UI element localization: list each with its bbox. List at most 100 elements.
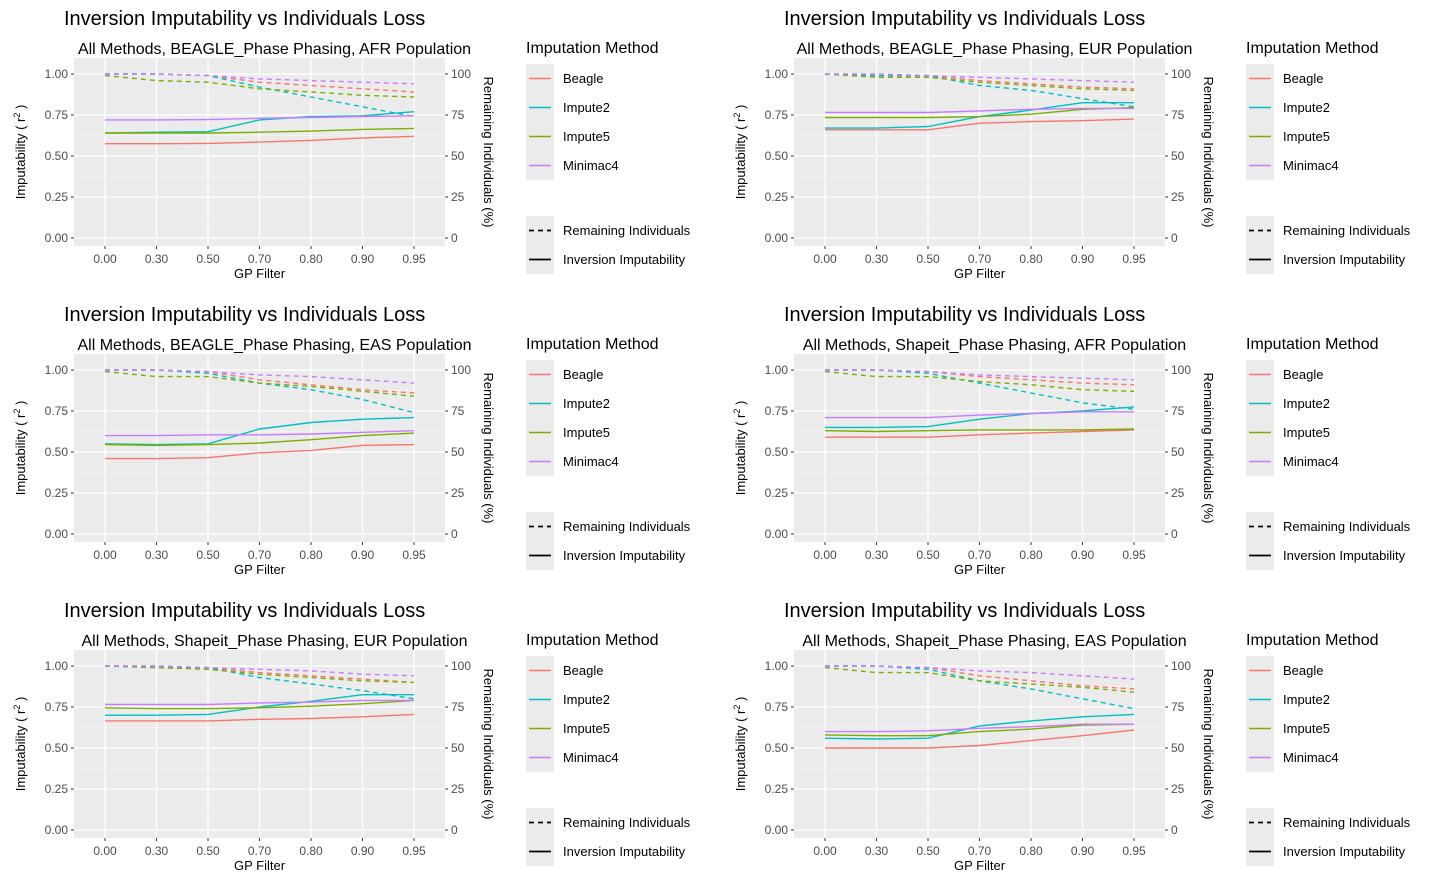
chart-subtitle: All Methods, BEAGLE_Phase Phasing, EAS P… xyxy=(77,337,471,354)
y2-tick-label: 100 xyxy=(1171,67,1191,81)
x-tick-label: 0.80 xyxy=(1019,548,1043,562)
series-line-imputability xyxy=(825,106,1135,119)
x-tick-label: 0.30 xyxy=(145,844,169,858)
y2-tick-label: 0 xyxy=(1171,527,1178,541)
legend-item-label: Impute2 xyxy=(1283,692,1330,707)
y2-tick-label: 75 xyxy=(1171,404,1185,418)
legend-linetype-label: Remaining Individuals xyxy=(1283,815,1411,830)
x-axis-label: GP Filter xyxy=(954,266,1006,281)
y2-axis-label: Remaining Individuals (%) xyxy=(1201,668,1216,819)
legend-title: Imputation Method xyxy=(526,336,659,353)
x-tick-label: 0.95 xyxy=(1122,252,1146,266)
x-axis-label: GP Filter xyxy=(234,562,286,577)
series-line-remaining xyxy=(825,369,1135,386)
legend-item-label: Impute2 xyxy=(1283,396,1330,411)
y-tick-label: 0.00 xyxy=(765,823,789,837)
y2-tick-label: 0 xyxy=(451,823,458,837)
series-line-remaining xyxy=(825,73,1135,83)
x-tick-label: 0.90 xyxy=(351,548,375,562)
x-tick-label: 0.80 xyxy=(299,252,323,266)
legend-item-label: Minimac4 xyxy=(1283,750,1339,765)
y2-tick-label: 50 xyxy=(451,445,465,459)
x-tick-label: 0.30 xyxy=(145,548,169,562)
legend-linetype-label: Remaining Individuals xyxy=(563,223,691,238)
y-tick-label: 1.00 xyxy=(765,363,789,377)
series-line-remaining xyxy=(104,74,415,98)
x-tick-label: 0.80 xyxy=(1019,252,1043,266)
series-line-remaining xyxy=(104,370,415,397)
y-tick-label: 0.75 xyxy=(765,108,789,122)
series-line-imputability xyxy=(105,693,414,716)
series-line-remaining xyxy=(105,73,415,85)
series-line-remaining xyxy=(105,73,415,93)
chart-panel: Inversion Imputability vs Individuals Lo… xyxy=(0,592,720,888)
y-axis-label-main: Imputability ( r xyxy=(13,413,28,495)
x-tick-label: 0.70 xyxy=(248,548,272,562)
x-tick-label: 0.50 xyxy=(196,252,220,266)
y-axis-label-sup: 2 xyxy=(732,705,742,710)
y-axis-label: Imputability ( r2 ) xyxy=(732,697,748,792)
y-tick-label: 0.25 xyxy=(45,486,69,500)
x-tick-label: 0.95 xyxy=(1122,844,1146,858)
y-tick-label: 0.25 xyxy=(45,782,69,796)
x-tick-label: 0.95 xyxy=(402,844,426,858)
x-tick-label: 0.95 xyxy=(1122,548,1146,562)
y-axis-label-end: ) xyxy=(13,105,28,113)
y-axis-label-sup: 2 xyxy=(12,705,22,710)
legend-item-label: Beagle xyxy=(563,367,603,382)
chart-title: Inversion Imputability vs Individuals Lo… xyxy=(784,304,1145,326)
legend-linetype-label: Remaining Individuals xyxy=(1283,223,1411,238)
legend-item-label: Impute2 xyxy=(563,396,610,411)
y-tick-label: 1.00 xyxy=(45,363,69,377)
series-line-imputability xyxy=(825,729,1135,749)
y2-tick-label: 0 xyxy=(451,527,458,541)
legend-item-label: Impute2 xyxy=(563,100,610,115)
legend-title: Imputation Method xyxy=(526,632,659,649)
chart-panel: Inversion Imputability vs Individuals Lo… xyxy=(720,0,1440,296)
x-tick-label: 0.50 xyxy=(916,252,940,266)
x-tick-label: 0.30 xyxy=(865,252,889,266)
y2-tick-label: 50 xyxy=(1171,741,1185,755)
y2-axis-label: Remaining Individuals (%) xyxy=(481,76,496,227)
y-axis-label: Imputability ( r2 ) xyxy=(732,401,748,496)
series-line-imputability xyxy=(824,428,1135,433)
x-tick-label: 0.70 xyxy=(248,252,272,266)
legend-item-label: Impute5 xyxy=(1283,721,1330,736)
y-tick-label: 0.25 xyxy=(765,782,789,796)
series-line-remaining xyxy=(104,665,415,684)
y-axis-label-sup: 2 xyxy=(732,113,742,118)
x-tick-label: 0.95 xyxy=(402,548,426,562)
x-tick-label: 0.00 xyxy=(813,548,837,562)
legend-linetype-label: Inversion Imputability xyxy=(1283,252,1406,267)
y2-tick-label: 25 xyxy=(1171,190,1185,204)
x-tick-label: 0.70 xyxy=(968,548,992,562)
y2-tick-label: 75 xyxy=(451,108,465,122)
chart-svg: Inversion Imputability vs Individuals Lo… xyxy=(732,600,1411,873)
y2-tick-label: 50 xyxy=(1171,445,1185,459)
legend-item-label: Impute5 xyxy=(1283,425,1330,440)
y2-tick-label: 0 xyxy=(451,231,458,245)
chart-svg: Inversion Imputability vs Individuals Lo… xyxy=(732,304,1411,577)
legend-linetype-label: Inversion Imputability xyxy=(1283,844,1406,859)
y2-tick-label: 25 xyxy=(1171,486,1185,500)
chart-panel: Inversion Imputability vs Individuals Lo… xyxy=(720,592,1440,888)
series-line-imputability xyxy=(105,127,415,134)
x-tick-label: 0.30 xyxy=(865,548,889,562)
legend-linetype-label: Inversion Imputability xyxy=(563,252,686,267)
chart-title: Inversion Imputability vs Individuals Lo… xyxy=(64,304,425,326)
legend-item-label: Impute5 xyxy=(1283,129,1330,144)
y-axis-label-sup: 2 xyxy=(12,409,22,414)
legend-item-label: Minimac4 xyxy=(1283,454,1339,469)
legend-item-label: Impute5 xyxy=(563,721,610,736)
y2-tick-label: 25 xyxy=(451,190,465,204)
chart-subtitle: All Methods, Shapeit_Phase Phasing, EUR … xyxy=(81,633,467,650)
y-tick-label: 0.00 xyxy=(45,823,69,837)
y-axis-label: Imputability ( r2 ) xyxy=(732,105,748,200)
y-tick-label: 0.75 xyxy=(45,404,69,418)
legend-item-label: Beagle xyxy=(563,663,603,678)
x-tick-label: 0.90 xyxy=(1071,252,1095,266)
chart-svg: Inversion Imputability vs Individuals Lo… xyxy=(732,8,1411,281)
series-line-imputability xyxy=(825,118,1135,131)
chart-title: Inversion Imputability vs Individuals Lo… xyxy=(64,8,425,30)
